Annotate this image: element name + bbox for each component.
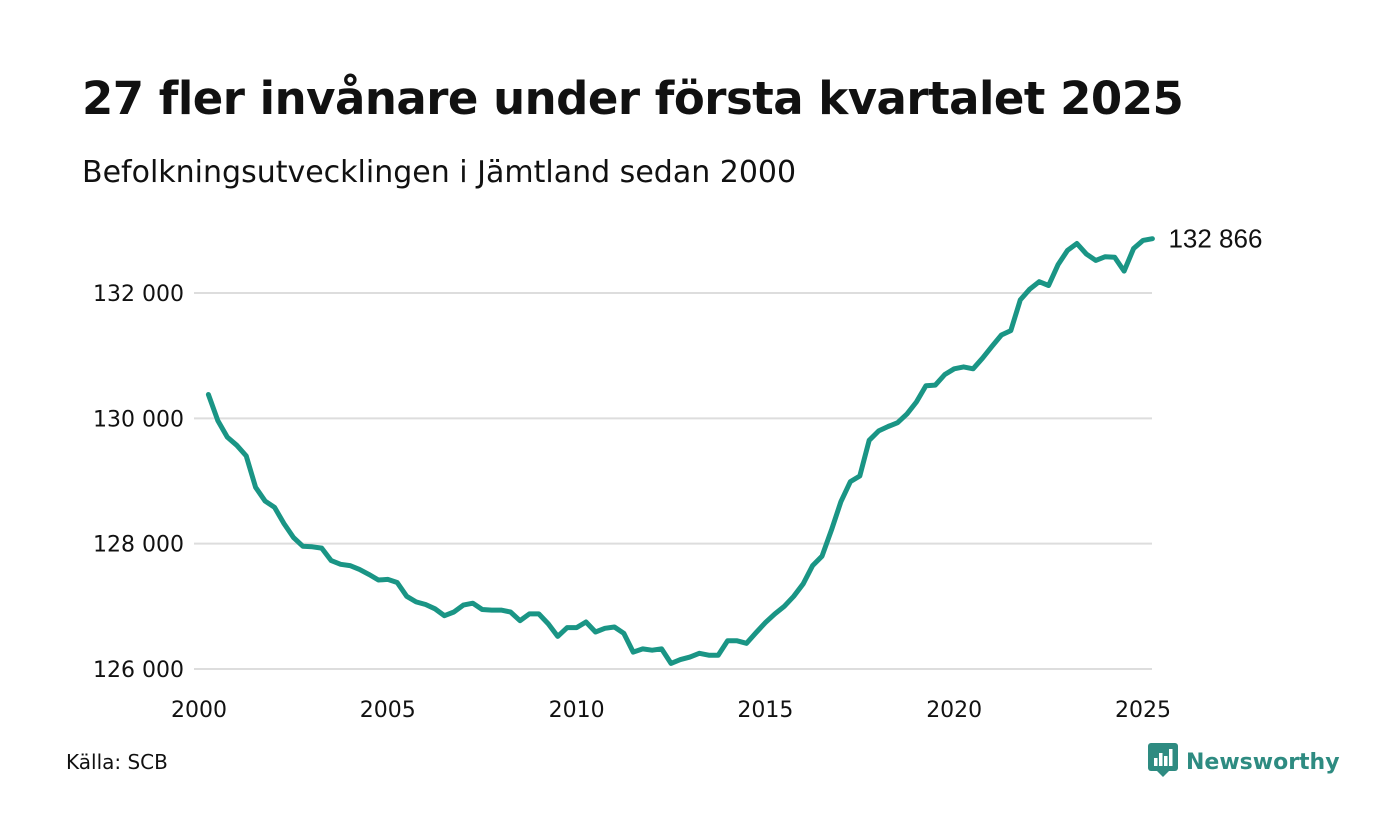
y-tick-label: 126 000	[93, 658, 184, 683]
x-axis-tick-labels: 2000 2005 2010 2015 2020 2025	[171, 698, 1171, 723]
x-tick-label: 2010	[549, 698, 605, 723]
end-value-label: 132 866	[1168, 224, 1262, 254]
x-tick-label: 2025	[1115, 698, 1171, 723]
y-axis-tick-labels: 126 000 128 000 130 000 132 000	[93, 282, 184, 683]
x-tick-label: 2005	[360, 698, 416, 723]
series-line	[205, 236, 1155, 666]
x-tick-label: 2020	[926, 698, 982, 723]
brand-name: Newsworthy	[1186, 749, 1340, 775]
chart-subtitle: Befolkningsutvecklingen i Jämtland sedan…	[82, 155, 797, 190]
grid-lines	[194, 292, 1152, 670]
series	[205, 236, 1155, 666]
line-chart: 126 000 128 000 130 000 132 000 2000 2005 201…	[93, 224, 1262, 723]
chart-title: 27 fler invånare under första kvartalet …	[82, 72, 1184, 125]
source-note: Källa: SCB	[66, 750, 168, 774]
bar-chart-speech-bubble-icon	[1148, 743, 1178, 781]
y-tick-label: 130 000	[93, 407, 184, 432]
brand-logo: Newsworthy	[1148, 743, 1340, 781]
x-tick-label: 2015	[737, 698, 793, 723]
data-labels: 132 866	[1168, 224, 1262, 254]
y-tick-label: 132 000	[93, 282, 184, 307]
x-tick-label: 2000	[171, 698, 227, 723]
y-tick-label: 128 000	[93, 533, 184, 558]
